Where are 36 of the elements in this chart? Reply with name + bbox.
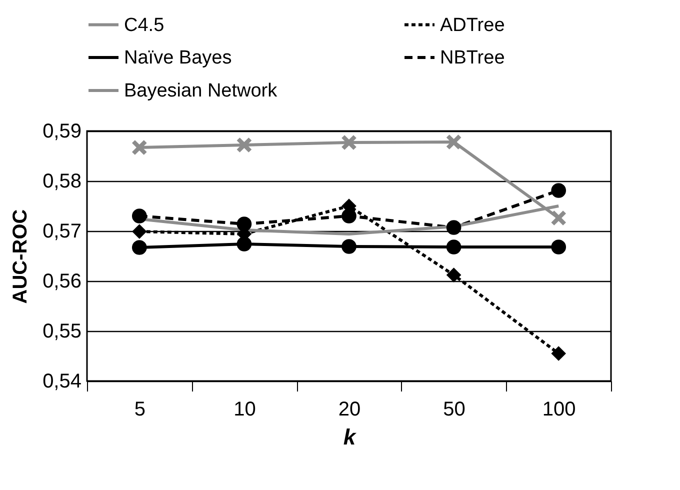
point — [446, 240, 462, 254]
legend-label: NBTree — [440, 48, 505, 68]
point — [446, 220, 462, 235]
x-tick-label: 20 — [338, 398, 361, 420]
point — [342, 239, 356, 254]
legend-label: Naïve Bayes — [124, 48, 232, 68]
point — [236, 216, 252, 232]
point — [446, 268, 462, 282]
point — [236, 236, 252, 252]
x-tick-label: 50 — [443, 398, 466, 420]
point — [132, 140, 147, 155]
y-axis-title: AUC-ROC — [10, 209, 32, 304]
point — [551, 183, 566, 198]
x-tick-label: 10 — [234, 398, 256, 420]
y-tick-label: 0,55 — [42, 320, 82, 342]
point — [551, 346, 566, 361]
point — [236, 138, 252, 152]
legend-label: Bayesian Network — [124, 80, 278, 102]
y-tick-label: 0,54 — [42, 370, 82, 392]
point — [446, 134, 462, 150]
point — [132, 240, 147, 255]
point — [132, 208, 147, 224]
y-tick-label: 0,57 — [42, 220, 82, 242]
y-tick-label: 0,58 — [42, 170, 82, 192]
y-tick-label: 0,56 — [42, 270, 82, 292]
point — [342, 135, 356, 150]
point — [342, 208, 356, 224]
legend-label: ADTree — [440, 14, 505, 36]
x-axis-title: k — [343, 424, 358, 450]
point — [551, 240, 566, 254]
x-tick-label: 5 — [134, 398, 146, 420]
point — [132, 224, 147, 239]
y-tick-label: 0,59 — [42, 120, 82, 142]
legend-label: C4.5 — [124, 14, 164, 36]
point — [551, 210, 566, 226]
x-tick-label: 100 — [542, 398, 576, 420]
